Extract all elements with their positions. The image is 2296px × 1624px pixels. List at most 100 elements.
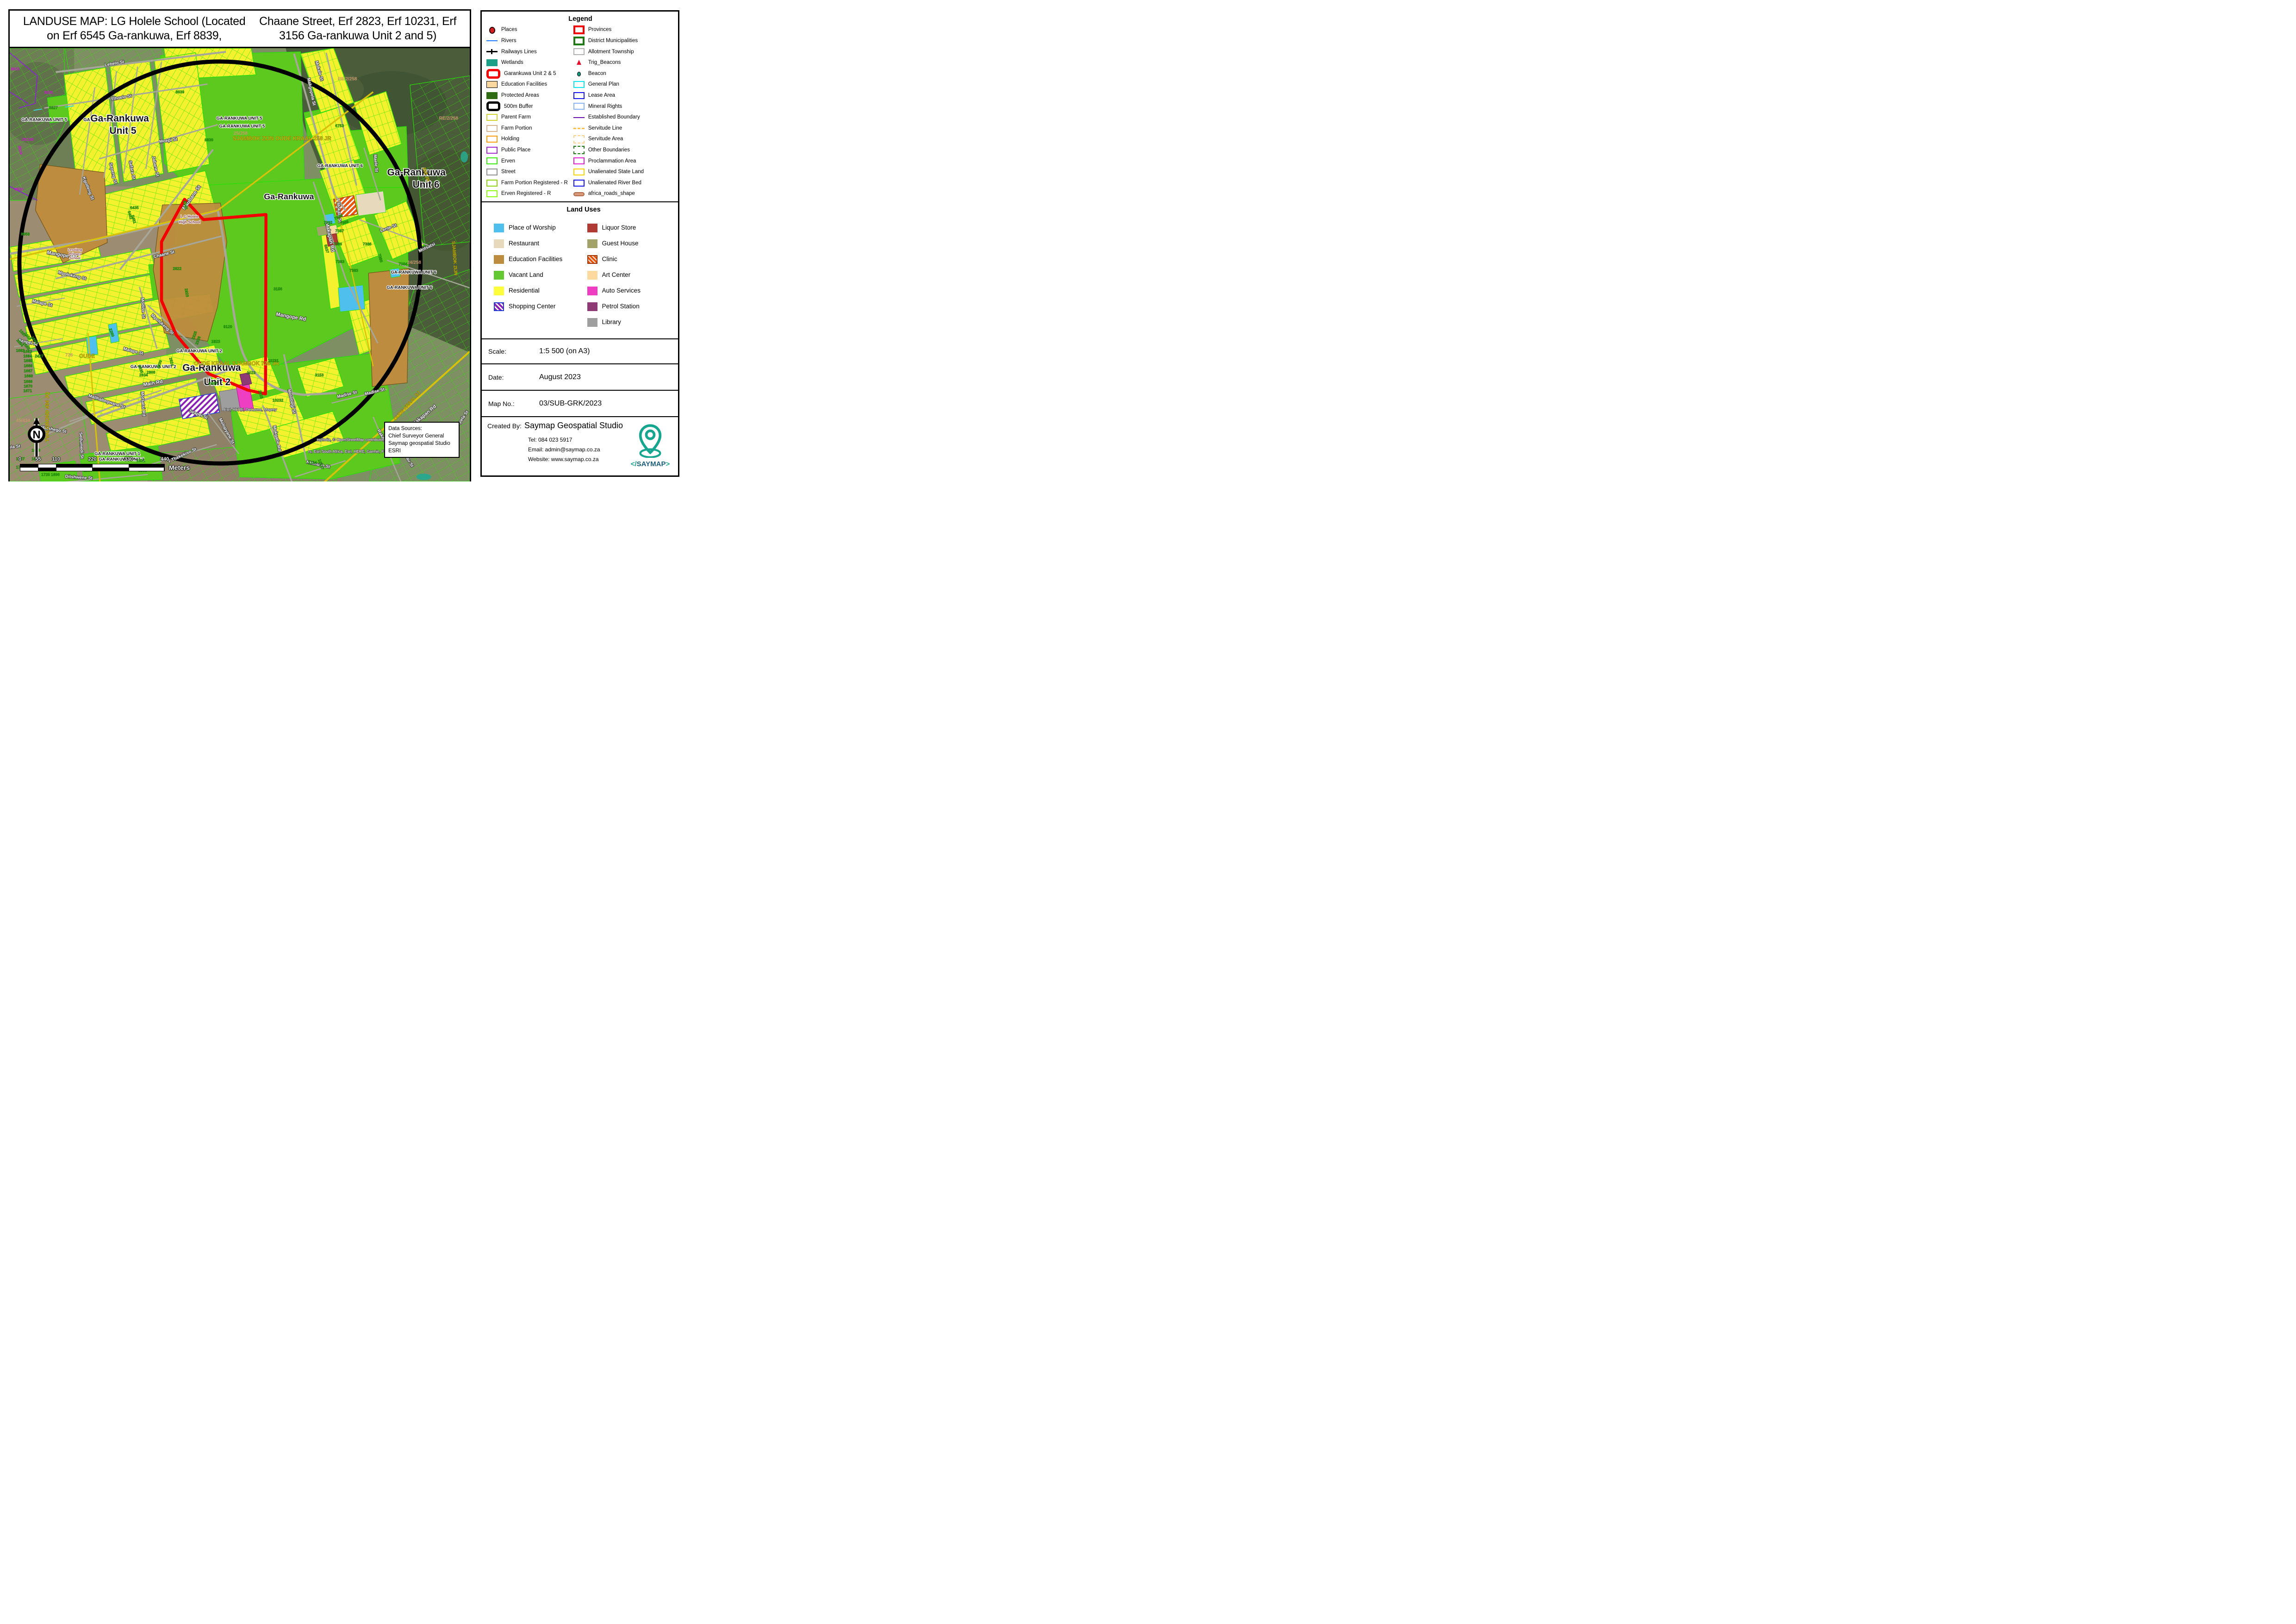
legend-item: Public Place	[486, 145, 571, 156]
farm-label: TVALGROND 434 JQ	[44, 392, 50, 442]
public-place-swatch-icon	[486, 146, 498, 154]
map-title: LANDUSE MAP: LG Holele School (Located o…	[10, 11, 470, 48]
legend-item-label: Guest House	[602, 240, 639, 247]
legend-title: Legend	[568, 15, 592, 23]
legend-item: Farm Portion	[486, 123, 571, 134]
parcel-number: 7383	[349, 268, 358, 273]
parcel-number: RE/2/258	[338, 77, 357, 82]
north-letter: N	[32, 429, 40, 441]
legend-item: Auto Services	[587, 283, 673, 299]
places-swatch-icon	[486, 26, 498, 34]
parcel-number: 2823	[212, 339, 220, 344]
credit-website: Website: www.saymap.co.za	[528, 456, 599, 462]
parcel-number: 7387	[335, 228, 344, 233]
legend-item-label: Beacon	[588, 70, 606, 76]
parcel-number: 25/258	[234, 131, 248, 136]
place-label: GA-RANKUWA UNIT 1	[99, 457, 144, 462]
parcel-number: 8958	[21, 231, 30, 236]
legend-item: Clinic	[587, 251, 673, 267]
rivers-swatch-icon	[486, 40, 498, 42]
legend-item-label: Holding	[501, 136, 519, 142]
legend-item-label: 500m Buffer	[504, 103, 533, 109]
scale-value: 1:5 500 (on A3)	[539, 347, 590, 355]
legend-item-label: Petrol Station	[602, 303, 640, 310]
established-boundary-swatch-icon	[573, 117, 585, 118]
legend-item-label: Servitude Area	[588, 136, 623, 142]
place-label: GA-RANKUWA UNIT 6	[391, 270, 436, 275]
parcel-number: 10231	[268, 358, 279, 363]
legend-item-label: Farm Portion	[501, 125, 532, 131]
legend-item: Guest House	[587, 236, 673, 251]
parcel-number: 45/434	[16, 418, 31, 424]
legend-item: Erven	[486, 156, 571, 167]
provinces-swatch-icon	[573, 25, 585, 35]
scale-tick-label: 55	[35, 456, 41, 462]
logo-wordmark: </SAYMAP>	[630, 460, 670, 468]
legend-item-label: Garankuwa Unit 2 & 5	[504, 70, 556, 76]
education-facilities-swatch-icon	[486, 81, 498, 88]
parcel-number: 7386	[363, 242, 372, 246]
legend-item-label: Rivers	[501, 38, 516, 44]
district-municipalities-swatch-icon	[573, 36, 585, 45]
place-label-big: Ga-Rankuwa	[182, 362, 241, 373]
parcel-number: 8825	[11, 67, 20, 71]
legend-item-label: africa_roads_shape	[588, 191, 635, 197]
parcel-number: 8839	[175, 90, 184, 94]
legend-column-left: Places Rivers Railways Lines Wetlands Garank…	[486, 25, 571, 200]
place-label: GA-RANKUWA UNIT 6	[386, 285, 432, 290]
place-label: GA-RANKUWA UNIT 6	[317, 163, 363, 169]
farm-label: SJAMBOK ZIJN OUDE KRAAL 258 JR	[233, 135, 331, 142]
created-by-section: Created By: Saymap Geospatial Studio Tel…	[482, 417, 678, 475]
legend-item-label: Unalienated River Bed	[588, 180, 641, 186]
legend-item-label: Education Facilities	[501, 81, 548, 87]
legend-item-label: Restaurant	[509, 240, 540, 247]
parcel-number: 9129	[224, 324, 232, 329]
parcel-number: 2831	[137, 458, 145, 463]
parcel-number: 1669	[24, 379, 32, 384]
parcel-number: 7383	[336, 259, 344, 264]
scale-tick-label: 330	[124, 456, 133, 462]
legend-item: Holding	[486, 134, 571, 145]
parcel-number: 1670	[24, 384, 32, 388]
legend-item-label: Established Boundary	[588, 114, 640, 120]
guest-house-swatch-icon	[587, 239, 597, 248]
legend-item: Liquor Store	[587, 220, 673, 236]
street-label: Motsatsi Rd	[139, 391, 146, 416]
legend-item-label: Trig_Beacons	[588, 60, 621, 66]
parcel-number: 1664	[23, 354, 32, 358]
parcel-number: 25/258	[22, 137, 34, 142]
residential-swatch-icon	[494, 286, 504, 295]
scale-row: Scale: 1:5 500 (on A3)	[482, 339, 678, 364]
parcel-number: 7392	[324, 220, 332, 225]
legend-item-label: Protected Areas	[501, 93, 539, 99]
place-label: GA-RANKUWA UNIT 5	[217, 116, 262, 121]
parcel-number: 1666	[24, 363, 32, 368]
scale-bar-segment	[93, 464, 129, 468]
created-by-value: Saymap Geospatial Studio	[524, 421, 623, 430]
map-number-label: Map No.:	[488, 400, 515, 407]
restaurant-swatch-icon	[494, 239, 504, 248]
data-sources-line: Chief Surveyor General	[388, 433, 444, 439]
place-label: GA-RANKUWA UNIT 2	[131, 364, 176, 369]
place-label-big: Ga-Rankuwa	[264, 192, 314, 201]
scale-tick-label: 220	[88, 456, 97, 462]
legend-item: Allotment Township	[573, 46, 674, 57]
legend-item-label: Parent Farm	[501, 114, 531, 120]
scale-bar: 0 55 110 220 330 440 Meters	[18, 456, 190, 477]
parcel-number: 6753	[335, 123, 344, 128]
unalienated-state-land-swatch-icon	[573, 169, 585, 176]
allotment-township-swatch-icon	[573, 48, 585, 56]
scale-tick-label: 0	[18, 456, 22, 462]
beacon-swatch-icon	[573, 70, 585, 77]
legend-item: Railways Lines	[486, 46, 571, 57]
legend-item: 500m Buffer	[486, 101, 571, 112]
legend-item-label: Erven Registered - R	[501, 191, 551, 197]
parcel-number: 1696	[51, 472, 60, 477]
legend-item: Art Center	[587, 267, 673, 283]
legend-item: Unalienated State Land	[573, 167, 674, 178]
parcel-number: 1667	[24, 369, 32, 373]
parcel-number: 7386	[333, 242, 342, 246]
scale-bar-segment	[129, 468, 164, 471]
legend-item-label: Unalienated State Land	[588, 169, 644, 175]
